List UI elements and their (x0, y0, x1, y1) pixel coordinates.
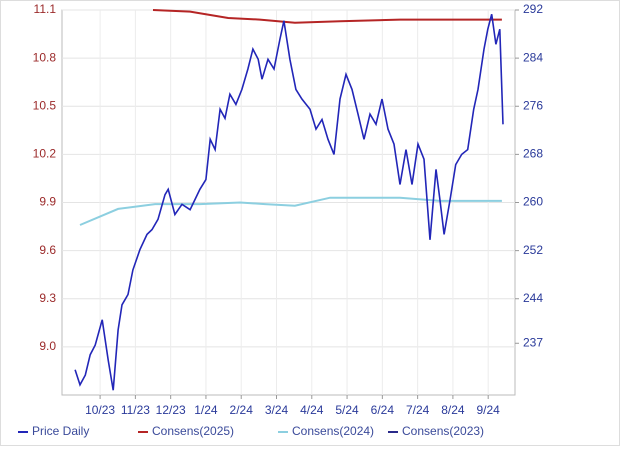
legend-label: Price Daily (32, 424, 89, 438)
y2-tick-label: 244 (523, 291, 543, 305)
y2-tick-label: 276 (523, 98, 543, 112)
x-tick-label: 8/24 (441, 403, 465, 417)
legend-label: Consens(2025) (152, 424, 234, 438)
y-tick-label: 9.6 (39, 243, 56, 257)
y-tick-label: 9.0 (39, 339, 56, 353)
x-tick-label: 10/23 (85, 403, 115, 417)
y-tick-label: 9.3 (39, 291, 56, 305)
y2-tick-label: 284 (523, 50, 543, 64)
x-tick-label: 6/24 (371, 403, 395, 417)
y-tick-label: 10.8 (33, 50, 57, 64)
legend-label: Consens(2023) (402, 424, 484, 438)
x-tick-label: 5/24 (335, 403, 359, 417)
y-tick-label: 9.9 (39, 195, 56, 209)
x-tick-label: 11/23 (121, 403, 150, 417)
y-tick-label: 11.1 (34, 2, 57, 16)
x-tick-label: 12/23 (156, 403, 186, 417)
series-line (79, 196, 502, 226)
x-tick-label: 2/24 (230, 403, 254, 417)
y2-tick-label: 252 (523, 243, 543, 257)
series-line (74, 13, 504, 391)
x-tick-label: 3/24 (265, 403, 289, 417)
y2-tick-label: 292 (523, 2, 543, 16)
y-tick-label: 10.5 (33, 98, 57, 112)
series-line (152, 9, 502, 24)
x-tick-label: 7/24 (406, 403, 430, 417)
y-tick-label: 10.2 (33, 147, 57, 161)
x-tick-label: 9/24 (477, 403, 501, 417)
y2-tick-label: 260 (523, 195, 543, 209)
y2-tick-label: 268 (523, 147, 543, 161)
x-tick-label: 1/24 (194, 403, 218, 417)
x-tick-label: 4/24 (300, 403, 324, 417)
legend-label: Consens(2024) (292, 424, 374, 438)
y2-tick-label: 237 (523, 335, 543, 349)
